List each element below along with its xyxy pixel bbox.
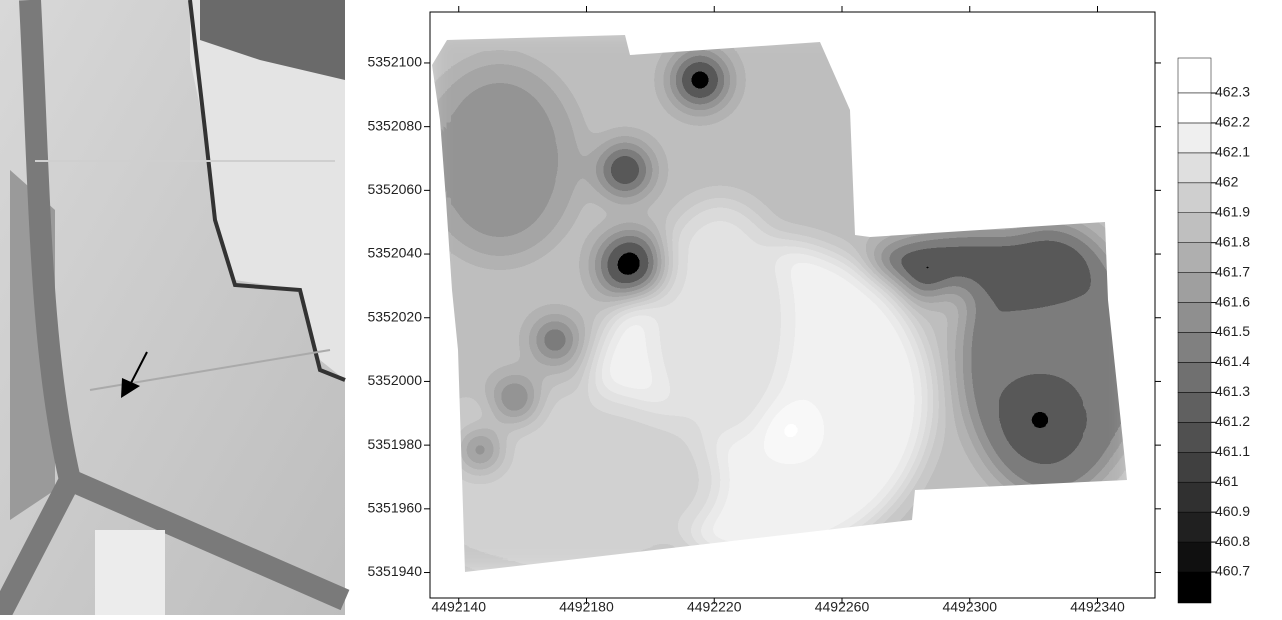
y-tick-label: 5352100: [367, 54, 422, 70]
colorbar-label: 462.3: [1215, 84, 1250, 100]
colorbar-label: 461.7: [1215, 263, 1250, 279]
colorbar-label: 461.3: [1215, 383, 1250, 399]
colorbar-label: 461: [1215, 473, 1239, 489]
colorbar-label: 461.9: [1215, 203, 1250, 219]
colorbar-band: [1178, 303, 1211, 333]
colorbar-band: [1178, 482, 1211, 512]
colorbar-label: 461.1: [1215, 443, 1250, 459]
x-tick-label: 4492260: [815, 599, 870, 615]
y-tick-label: 5352020: [367, 308, 422, 324]
colorbar-band: [1178, 422, 1211, 452]
colorbar-label: 461.6: [1215, 293, 1250, 309]
colorbar-label: 460.9: [1215, 503, 1250, 519]
colorbar-label: 462.1: [1215, 144, 1250, 160]
colorbar-band: [1178, 512, 1211, 542]
y-tick-label: 5352040: [367, 245, 422, 261]
colorbar-band: [1178, 273, 1211, 303]
colorbar-label: 460.7: [1215, 563, 1250, 579]
figure: 4492140 4492180 4492220 4492260 4492300 44923…: [0, 0, 1282, 615]
colorbar-band: [1178, 362, 1211, 392]
colorbar-band: [1178, 542, 1211, 572]
x-tick-label: 4492180: [559, 599, 614, 615]
x-tick-label: 4492140: [431, 599, 486, 615]
colorbar-top-band: [1178, 58, 1211, 93]
colorbar-band: [1178, 153, 1211, 183]
colorbar-band: [1178, 243, 1211, 273]
colorbar-label: 461.5: [1215, 323, 1250, 339]
y-tick-label: 5351940: [367, 563, 422, 579]
y-tick-label: 5352080: [367, 117, 422, 133]
x-tick-label: 4492220: [687, 599, 742, 615]
colorbar-label: 461.2: [1215, 413, 1250, 429]
colorbar-band: [1178, 333, 1211, 363]
colorbar-band: [1178, 213, 1211, 243]
colorbar-label: 461.4: [1215, 353, 1250, 369]
x-tick-label: 4492340: [1070, 599, 1125, 615]
x-tick-label: 4492300: [942, 599, 997, 615]
y-tick-label: 5352000: [367, 372, 422, 388]
colorbar-band: [1178, 183, 1211, 213]
colorbar-label: 462: [1215, 174, 1239, 190]
y-tick-label: 5352060: [367, 181, 422, 197]
colorbar-band: [1178, 123, 1211, 153]
colorbar-band: [1178, 93, 1211, 123]
colorbar-band: [1178, 452, 1211, 482]
y-tick-label: 5351960: [367, 500, 422, 516]
colorbar-label: 460.8: [1215, 533, 1250, 549]
aerial-photo: [0, 0, 345, 615]
colorbar-band: [1178, 392, 1211, 422]
colorbar-band: [1178, 572, 1211, 603]
y-tick-label: 5351980: [367, 436, 422, 452]
colorbar-label: 461.8: [1215, 233, 1250, 249]
contour-field: [400, 20, 1140, 580]
colorbar-label: 462.2: [1215, 114, 1250, 130]
